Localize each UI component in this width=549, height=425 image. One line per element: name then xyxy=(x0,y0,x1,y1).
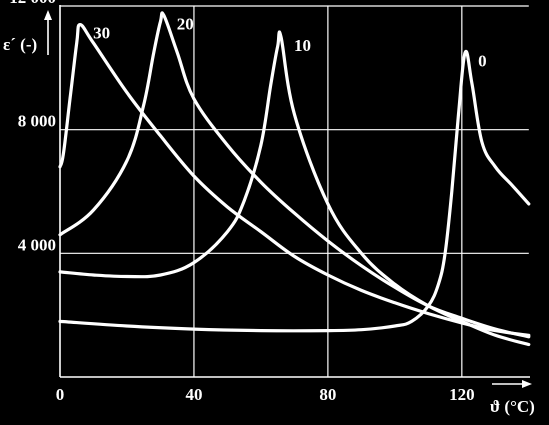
grid-lines xyxy=(60,5,529,377)
series-curve-0 xyxy=(58,49,531,333)
series-label-10: 10 xyxy=(294,36,311,55)
x-tick-label-40: 40 xyxy=(185,385,202,404)
y-axis-arrow-head xyxy=(44,10,52,20)
tick-labels: 0 40 80 120 4 000 8 000 12 000 xyxy=(9,0,474,404)
series-label-30: 30 xyxy=(93,24,110,43)
series-curve-30 xyxy=(58,23,531,337)
x-axis-label: ϑ (°C) xyxy=(490,397,535,416)
series-labels: 0 10 20 30 xyxy=(93,14,487,70)
y-tick-label-12000: 12 000 xyxy=(9,0,56,7)
axes xyxy=(44,5,532,388)
x-tick-label-120: 120 xyxy=(449,385,475,404)
y-axis-label: ε´ (-) xyxy=(3,35,37,54)
y-tick-label-8000: 8 000 xyxy=(18,112,56,131)
x-axis-arrow-head xyxy=(522,380,532,388)
y-tick-label-4000: 4 000 xyxy=(18,235,56,254)
series-label-0: 0 xyxy=(478,51,487,70)
data-curves xyxy=(58,11,531,347)
x-tick-label-80: 80 xyxy=(319,385,336,404)
series-label-20: 20 xyxy=(177,14,194,33)
x-tick-label-0: 0 xyxy=(56,385,65,404)
series-curve-20 xyxy=(58,11,531,339)
